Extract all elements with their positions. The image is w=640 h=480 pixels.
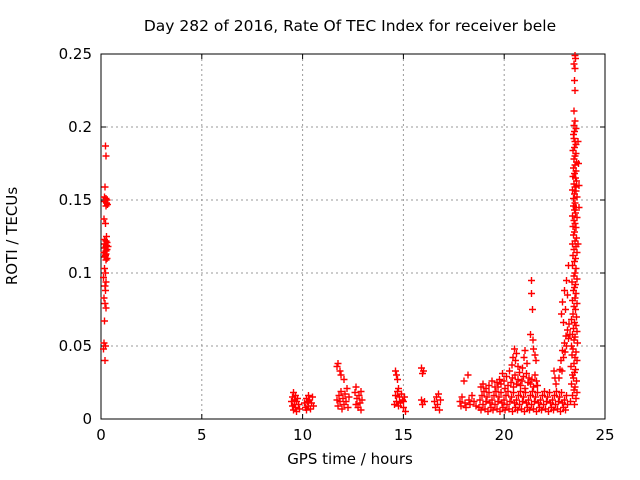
y-tick-label: 0 (82, 410, 92, 428)
y-tick-label: 0.05 (59, 337, 92, 355)
y-tick-label: 0.2 (68, 118, 92, 136)
x-tick-label: 0 (96, 426, 106, 444)
x-tick-label: 10 (293, 426, 312, 444)
data-points (100, 52, 583, 415)
gridlines (101, 54, 605, 419)
y-axis-label: ROTI / TECUs (3, 187, 21, 285)
x-tick-label: 20 (495, 426, 514, 444)
x-tick-label: 15 (394, 426, 413, 444)
plot-border (100, 53, 606, 420)
chart-title: Day 282 of 2016, Rate Of TEC Index for r… (144, 17, 556, 35)
x-axis-label: GPS time / hours (287, 450, 413, 468)
y-tick-label: 0.25 (59, 45, 92, 63)
axis-ticks (100, 53, 606, 420)
tick-labels: 0 5 10 15 20 25 0 0.05 0.1 0.15 0.2 0.25 (59, 45, 615, 444)
x-tick-label: 5 (197, 426, 207, 444)
x-tick-label: 25 (595, 426, 614, 444)
y-tick-label: 0.1 (68, 264, 92, 282)
y-tick-label: 0.15 (59, 191, 92, 209)
